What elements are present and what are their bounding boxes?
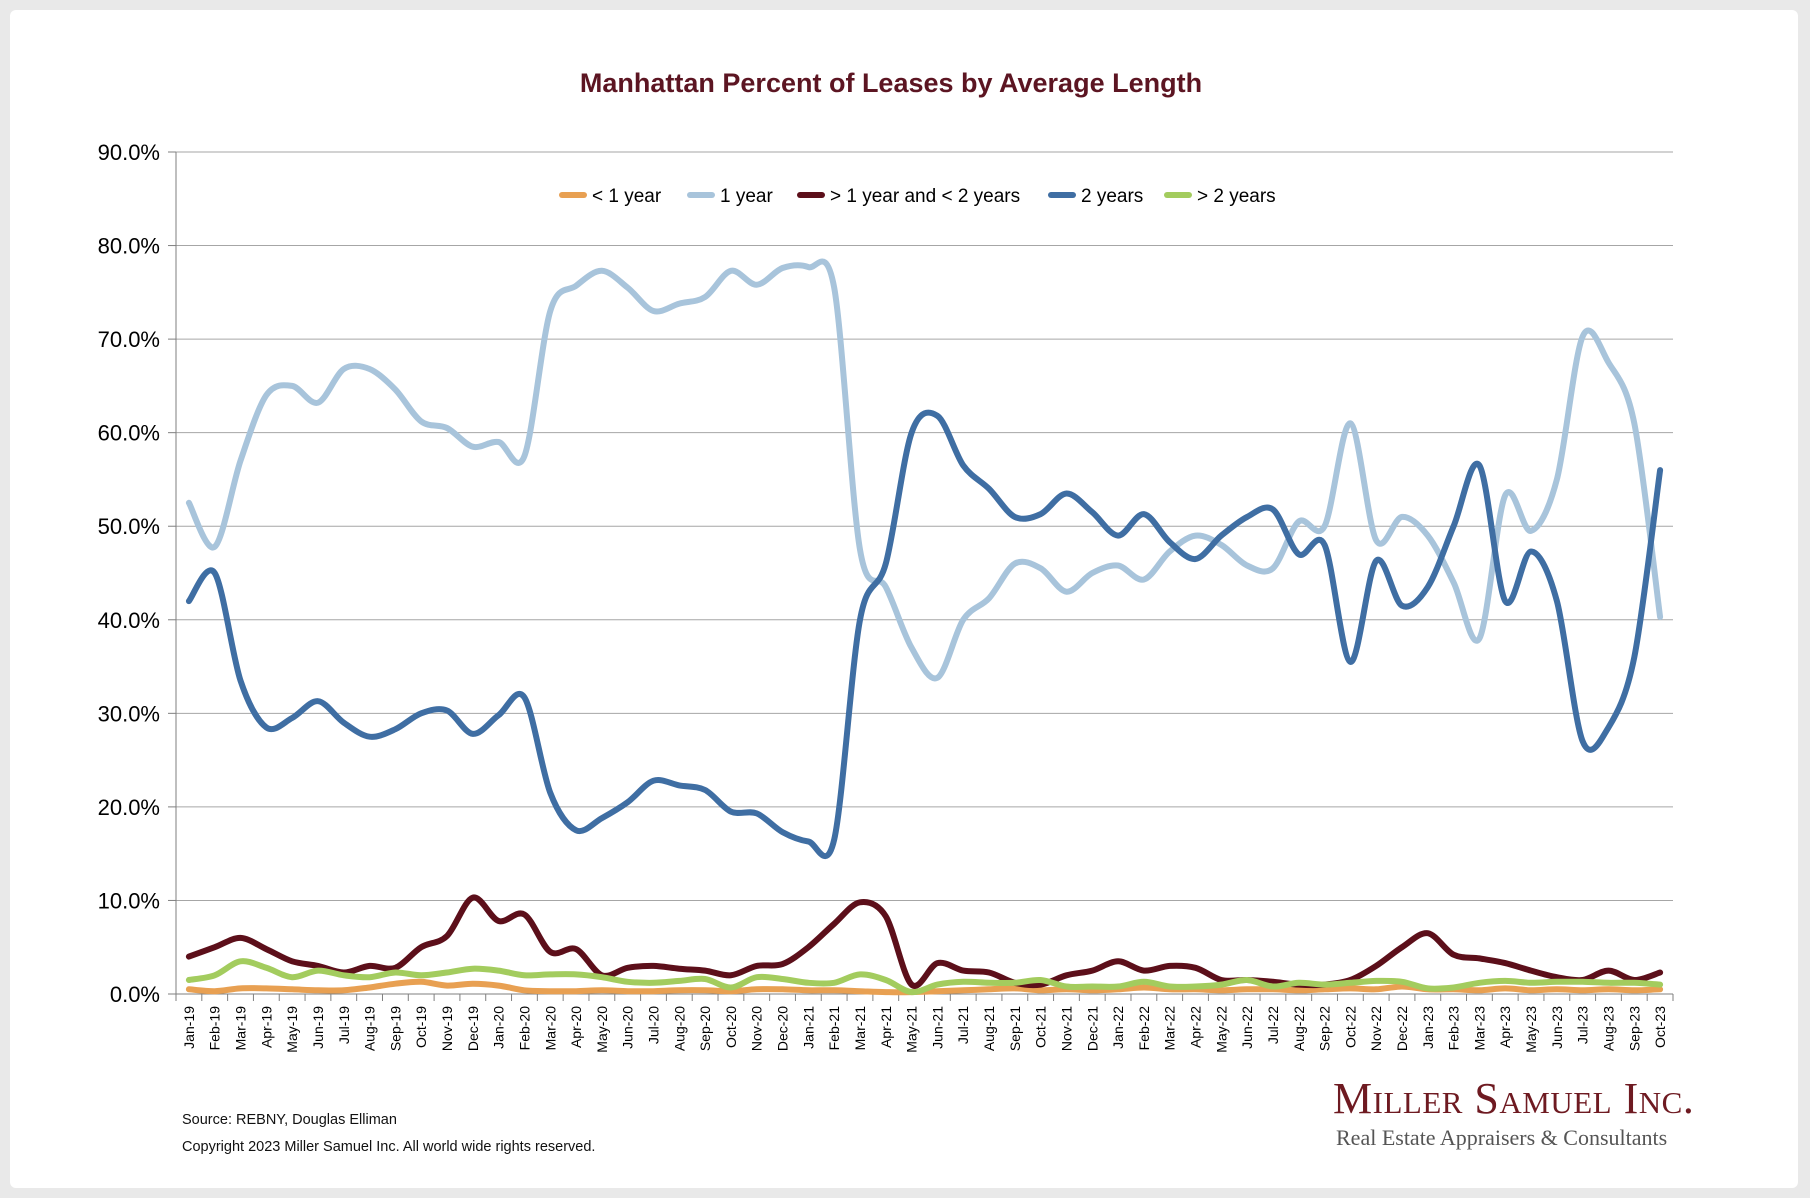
x-tick-label: Dec-19: [465, 1006, 481, 1051]
source-note: Source: REBNY, Douglas Elliman: [182, 1112, 397, 1128]
logo-name: Miller Samuel Inc.: [1333, 1074, 1695, 1123]
x-tick-label: Jan-22: [1110, 1006, 1126, 1049]
x-tick-label: Sep-22: [1317, 1006, 1333, 1051]
x-tick-label: Dec-22: [1394, 1006, 1410, 1051]
x-tick-label: Aug-21: [981, 1006, 997, 1051]
y-tick-label: 50.0%: [98, 514, 160, 539]
x-axis-ticks: Jan-19 Feb-19 Mar-19 Apr-19 May-19 Jun-19 Jul-…: [175, 994, 1674, 1053]
x-tick-label: Apr-20: [568, 1006, 584, 1048]
legend-label: > 2 years: [1197, 186, 1276, 207]
x-tick-label: Jun-21: [929, 1006, 945, 1049]
x-tick-label: Jul-23: [1575, 1006, 1591, 1044]
x-tick-label: May-20: [594, 1006, 610, 1053]
y-tick-label: 80.0%: [98, 234, 160, 259]
x-tick-label: Nov-22: [1368, 1006, 1384, 1051]
x-tick-label: Oct-20: [723, 1006, 739, 1048]
x-tick-label: Apr-22: [1188, 1006, 1204, 1048]
x-tick-label: Apr-21: [878, 1006, 894, 1048]
x-tick-label: May-21: [904, 1006, 920, 1053]
x-tick-label: Sep-19: [387, 1006, 403, 1051]
line-chart: Manhattan Percent of Leases by Average L…: [98, 68, 1674, 1053]
x-tick-label: Feb-22: [1136, 1006, 1152, 1051]
x-tick-label: Feb-21: [826, 1006, 842, 1051]
x-tick-label: Oct-22: [1342, 1006, 1358, 1048]
x-tick-label: Jun-19: [310, 1006, 326, 1049]
x-tick-label: Dec-20: [775, 1006, 791, 1051]
legend-label: 2 years: [1081, 186, 1143, 207]
y-tick-label: 20.0%: [98, 795, 160, 820]
series-line-2-years: [185, 409, 1664, 860]
x-tick-label: Nov-19: [439, 1006, 455, 1051]
series-line-1-year-and-2-years: [185, 894, 1664, 989]
legend-label: > 1 year and < 2 years: [830, 186, 1020, 207]
x-tick-label: May-22: [1213, 1006, 1229, 1053]
chart-frame: Manhattan Percent of Leases by Average L…: [10, 10, 1798, 1188]
x-tick-label: Jul-22: [1265, 1006, 1281, 1044]
x-tick-label: Jan-20: [491, 1006, 507, 1049]
x-tick-label: Jan-19: [181, 1006, 197, 1049]
x-tick-label: May-23: [1523, 1006, 1539, 1053]
x-tick-label: Dec-21: [1084, 1006, 1100, 1051]
legend-label: 1 year: [720, 186, 773, 207]
y-tick-label: 60.0%: [98, 421, 160, 446]
y-tick-label: 70.0%: [98, 327, 160, 352]
x-tick-label: Mar-23: [1471, 1006, 1487, 1051]
x-tick-label: Jun-20: [620, 1006, 636, 1049]
x-tick-label: Jan-23: [1420, 1006, 1436, 1049]
y-tick-label: 40.0%: [98, 608, 160, 633]
x-tick-label: Mar-21: [852, 1006, 868, 1051]
x-tick-label: May-19: [284, 1006, 300, 1053]
series-line-2-years: [185, 958, 1664, 996]
x-tick-label: Oct-21: [1033, 1006, 1049, 1048]
x-tick-label: Feb-23: [1446, 1006, 1462, 1051]
x-tick-label: Apr-19: [258, 1006, 274, 1048]
series-lines: [185, 258, 1664, 996]
x-tick-label: Feb-19: [207, 1006, 223, 1051]
legend-label: < 1 year: [592, 186, 662, 207]
x-tick-label: Oct-19: [413, 1006, 429, 1048]
series-line-1-year: [185, 258, 1664, 682]
x-tick-label: Jul-21: [955, 1006, 971, 1044]
x-tick-label: Sep-20: [697, 1006, 713, 1051]
x-tick-label: Jul-19: [336, 1006, 352, 1044]
x-tick-label: Apr-23: [1497, 1006, 1513, 1048]
copyright-note: Copyright 2023 Miller Samuel Inc. All wo…: [182, 1139, 596, 1155]
x-tick-label: Aug-22: [1291, 1006, 1307, 1051]
x-tick-label: Aug-19: [362, 1006, 378, 1051]
x-tick-label: Mar-22: [1162, 1006, 1178, 1051]
x-tick-label: Sep-23: [1626, 1006, 1642, 1051]
chart-title: Manhattan Percent of Leases by Average L…: [580, 68, 1202, 98]
company-logo: Miller Samuel Inc. Real Estate Appraiser…: [1333, 1076, 1699, 1151]
x-tick-label: Feb-20: [516, 1006, 532, 1051]
x-tick-label: Aug-20: [671, 1006, 687, 1051]
x-tick-label: Jun-23: [1549, 1006, 1565, 1049]
y-tick-label: 30.0%: [98, 701, 160, 726]
y-tick-label: 0.0%: [110, 982, 160, 1007]
logo-tagline: Real Estate Appraisers & Consultants: [1336, 1125, 1668, 1150]
x-tick-label: Jul-20: [645, 1006, 661, 1044]
x-tick-label: Jun-22: [1239, 1006, 1255, 1049]
y-tick-label: 90.0%: [98, 140, 160, 165]
y-tick-label: 10.0%: [98, 888, 160, 913]
x-tick-label: Nov-21: [1058, 1006, 1074, 1051]
x-tick-label: Oct-23: [1652, 1006, 1668, 1048]
x-tick-label: Nov-20: [749, 1006, 765, 1051]
y-axis-ticks: 0.0% 10.0% 20.0% 30.0% 40.0% 50.0% 60.0% 70.0% 8…: [98, 140, 177, 1007]
x-tick-label: Jan-21: [800, 1006, 816, 1049]
x-tick-label: Mar-20: [542, 1006, 558, 1051]
x-tick-label: Mar-19: [233, 1006, 249, 1051]
x-tick-label: Sep-21: [1007, 1006, 1023, 1051]
legend: < 1 year 1 year > 1 year and < 2 years 2 ye…: [559, 186, 1276, 207]
x-tick-label: Aug-23: [1600, 1006, 1616, 1051]
